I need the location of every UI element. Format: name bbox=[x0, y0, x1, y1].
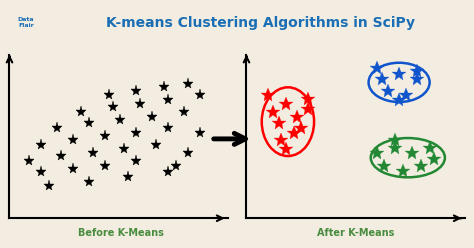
Text: Before K-Means: Before K-Means bbox=[78, 228, 164, 238]
Text: After K-Means: After K-Means bbox=[317, 228, 394, 238]
Text: K-means Clustering Algorithms in SciPy: K-means Clustering Algorithms in SciPy bbox=[106, 16, 415, 30]
Text: Data
Flair: Data Flair bbox=[18, 17, 34, 28]
